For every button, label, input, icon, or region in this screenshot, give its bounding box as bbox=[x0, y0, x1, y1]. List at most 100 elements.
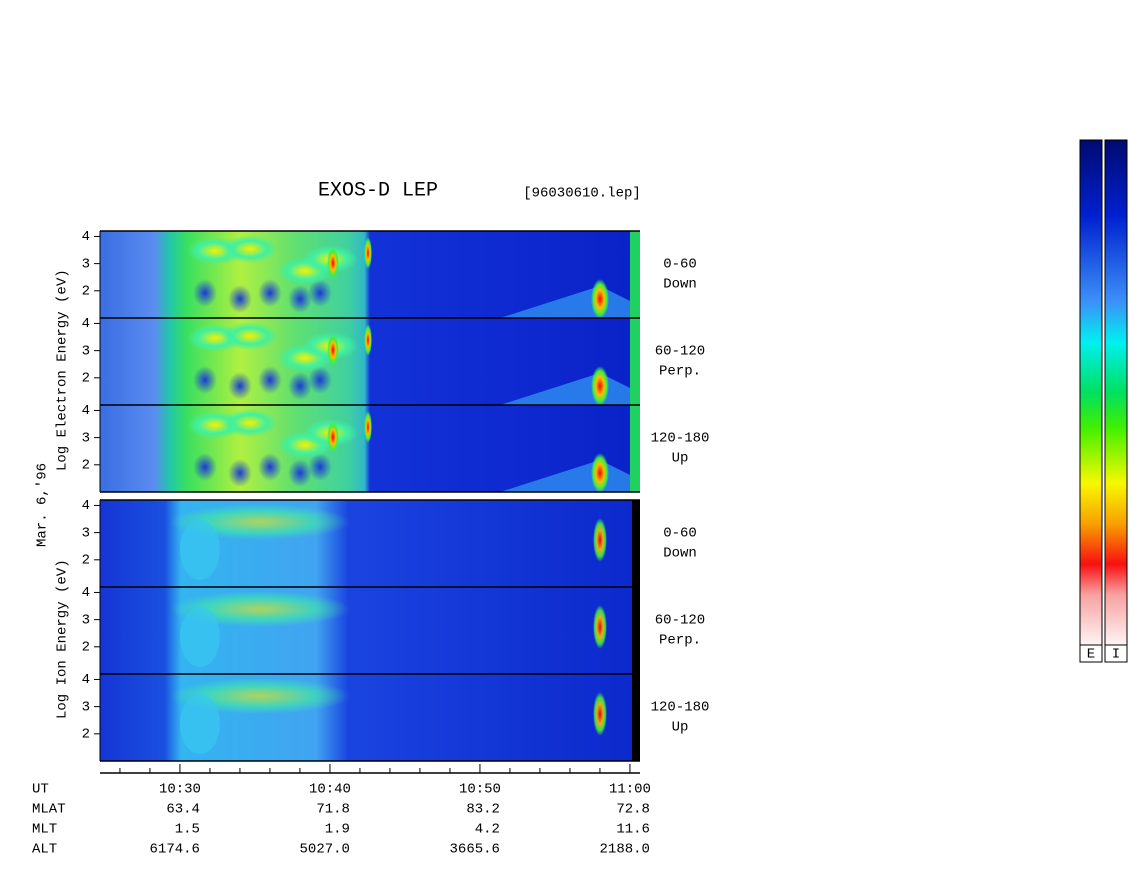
low-flux bbox=[228, 459, 252, 487]
y-tick-label: 4 bbox=[82, 316, 90, 332]
row-value: 71.8 bbox=[316, 802, 350, 818]
ion-beam bbox=[180, 520, 220, 580]
y-tick-label: 3 bbox=[82, 343, 90, 359]
y-tick-label: 4 bbox=[82, 403, 90, 419]
row-value: 1.5 bbox=[175, 822, 200, 838]
y-axis-title: Log Electron Energy (eV) bbox=[55, 269, 71, 471]
spectrogram-panel bbox=[100, 587, 640, 674]
peak-flux bbox=[593, 605, 607, 649]
y-tick-label: 3 bbox=[82, 430, 90, 446]
peak-flux bbox=[591, 279, 609, 318]
y-tick-label: 2 bbox=[82, 727, 90, 743]
low-flux bbox=[193, 453, 217, 481]
y-tick-label: 3 bbox=[82, 525, 90, 541]
low-flux bbox=[258, 453, 282, 481]
panel-angle: 120-180 bbox=[651, 700, 710, 716]
peak-flux bbox=[591, 366, 609, 405]
row-label: ALT bbox=[32, 842, 57, 858]
colorbar-label-box bbox=[1104, 644, 1128, 663]
row-label: UT bbox=[32, 782, 49, 798]
row-value: 4.2 bbox=[475, 822, 500, 838]
panel-angle: 0-60 bbox=[663, 526, 697, 542]
peak-flux bbox=[593, 692, 607, 736]
row-value: 2188.0 bbox=[600, 842, 650, 858]
edge-strip bbox=[630, 231, 640, 318]
panel-angle: 0-60 bbox=[663, 257, 697, 273]
row-value: 83.2 bbox=[466, 802, 500, 818]
panel-angle: 60-120 bbox=[655, 344, 705, 360]
row-value: 3665.6 bbox=[450, 842, 500, 858]
spectrogram-panel bbox=[100, 231, 640, 318]
panel-direction: Perp. bbox=[659, 633, 701, 649]
x-tick-label: 10:40 bbox=[309, 782, 351, 798]
spectrogram-panel bbox=[100, 405, 640, 492]
high-flux bbox=[222, 235, 278, 263]
spectrogram-panel bbox=[100, 674, 640, 761]
low-flux bbox=[193, 279, 217, 307]
high-flux bbox=[222, 409, 278, 437]
ion-beam bbox=[180, 607, 220, 667]
peak-flux bbox=[593, 518, 607, 562]
low-flux bbox=[288, 285, 312, 313]
peak-flux bbox=[364, 411, 372, 443]
low-flux bbox=[288, 372, 312, 400]
colorbar bbox=[1104, 139, 1128, 646]
low-flux bbox=[308, 366, 332, 394]
colorbar-label-box bbox=[1079, 644, 1103, 663]
low-flux bbox=[258, 366, 282, 394]
panel-direction: Perp. bbox=[659, 364, 701, 380]
colorbar-label: I bbox=[1112, 647, 1120, 663]
edge-strip bbox=[630, 318, 640, 405]
y-tick-label: 4 bbox=[82, 672, 90, 688]
x-tick-label: 11:00 bbox=[609, 782, 651, 798]
colorbar-label: E bbox=[1087, 647, 1095, 663]
spectrogram-panel bbox=[100, 500, 640, 587]
panel-angle: 120-180 bbox=[651, 431, 710, 447]
colorbar bbox=[1079, 139, 1103, 646]
ion-beam bbox=[180, 694, 220, 754]
date-label: Mar. 6,'96 bbox=[35, 463, 51, 547]
edge-strip bbox=[632, 674, 640, 761]
peak-flux bbox=[591, 453, 609, 492]
y-tick-label: 2 bbox=[82, 284, 90, 300]
y-tick-label: 3 bbox=[82, 699, 90, 715]
panel-direction: Up bbox=[672, 720, 689, 736]
low-flux bbox=[193, 366, 217, 394]
row-value: 11.6 bbox=[616, 822, 650, 838]
low-flux bbox=[258, 279, 282, 307]
peak-flux bbox=[364, 324, 372, 356]
row-value: 63.4 bbox=[166, 802, 200, 818]
peak-flux bbox=[327, 334, 339, 366]
peak-flux bbox=[364, 237, 372, 269]
file-label: [96030610.lep] bbox=[523, 186, 641, 202]
y-tick-label: 2 bbox=[82, 553, 90, 569]
y-tick-label: 4 bbox=[82, 585, 90, 601]
x-tick-label: 10:50 bbox=[459, 782, 501, 798]
peak-flux bbox=[327, 421, 339, 453]
x-tick-label: 10:30 bbox=[159, 782, 201, 798]
row-value: 6174.6 bbox=[150, 842, 200, 858]
panel-direction: Down bbox=[663, 277, 697, 293]
y-tick-label: 4 bbox=[82, 498, 90, 514]
panel-direction: Down bbox=[663, 546, 697, 562]
row-label: MLT bbox=[32, 822, 57, 838]
panel-direction: Up bbox=[672, 451, 689, 467]
low-flux bbox=[288, 459, 312, 487]
panel-angle: 60-120 bbox=[655, 613, 705, 629]
row-value: 72.8 bbox=[616, 802, 650, 818]
high-flux bbox=[222, 322, 278, 350]
row-value: 1.9 bbox=[325, 822, 350, 838]
chart-title: EXOS-D LEP bbox=[318, 179, 438, 202]
low-flux bbox=[308, 453, 332, 481]
low-flux bbox=[228, 372, 252, 400]
low-flux bbox=[308, 279, 332, 307]
low-flux bbox=[228, 285, 252, 313]
y-tick-label: 2 bbox=[82, 371, 90, 387]
edge-strip bbox=[632, 500, 640, 587]
row-label: MLAT bbox=[32, 802, 66, 818]
edge-strip bbox=[632, 587, 640, 674]
y-tick-label: 2 bbox=[82, 458, 90, 474]
y-tick-label: 4 bbox=[82, 229, 90, 245]
y-axis-title: Log Ion Energy (eV) bbox=[55, 559, 71, 719]
